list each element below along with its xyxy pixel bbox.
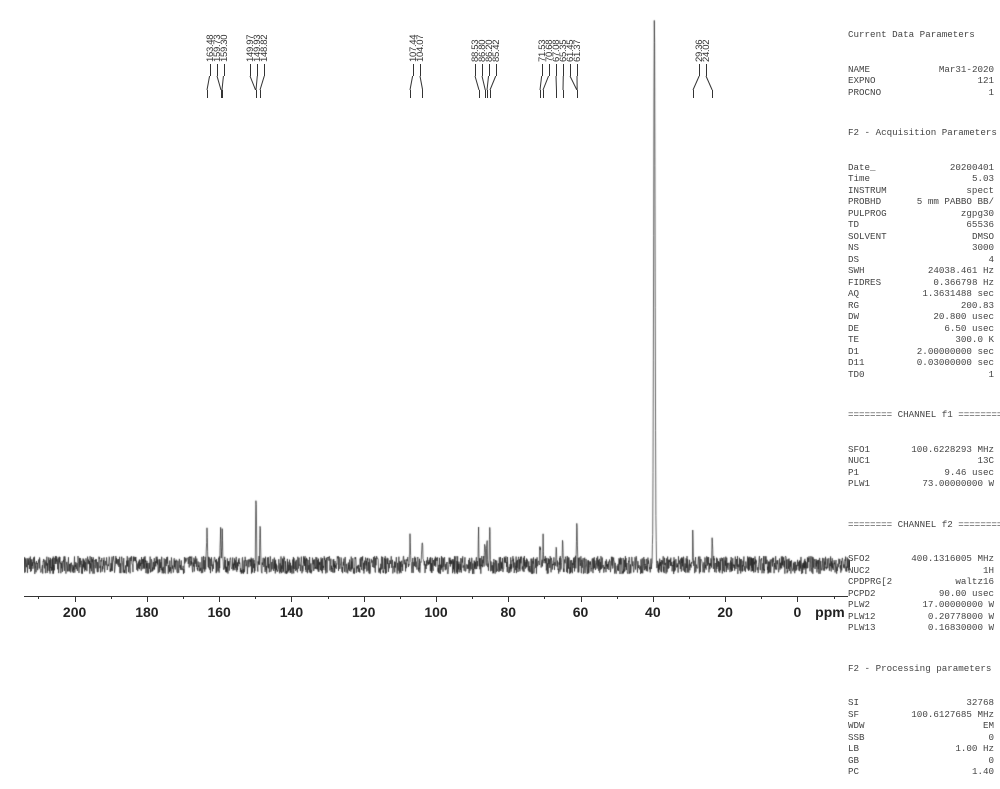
param-row: PULPROGzgpg30: [848, 208, 994, 220]
x-axis-ticks: 200180160140120100806040200ppm: [24, 596, 848, 610]
param-row: SSB0: [848, 732, 994, 744]
param-row: PLW130.16830000 W: [848, 622, 994, 634]
param-row: P19.46 usec: [848, 467, 994, 479]
param-row: RG200.83: [848, 300, 994, 312]
section-current-body: NAMEMar31-2020EXPNO121PROCNO1: [848, 64, 994, 99]
param-row: DE6.50 usec: [848, 323, 994, 335]
param-row: AQ1.3631488 sec: [848, 288, 994, 300]
section-acq-title: F2 - Acquisition Parameters: [848, 127, 994, 139]
param-row: Time5.03: [848, 173, 994, 185]
parameter-panel: Current Data Parameters NAMEMar31-2020EX…: [848, 6, 994, 789]
param-row: TD65536: [848, 219, 994, 231]
param-row: PROBHD5 mm PABBO BB/: [848, 196, 994, 208]
param-row: CPDPRG[2waltz16: [848, 576, 994, 588]
axis-tick-label: 120: [352, 604, 375, 620]
axis-tick-label: 60: [573, 604, 589, 620]
nmr-spectrum-canvas: [24, 10, 850, 610]
param-row: INSTRUMspect: [848, 185, 994, 197]
param-row: NUC113C: [848, 455, 994, 467]
param-row: SF100.6127685 MHz: [848, 709, 994, 721]
axis-tick-label: 40: [645, 604, 661, 620]
param-row: PROCNO1: [848, 87, 994, 99]
param-row: PCPD290.00 usec: [848, 588, 994, 600]
param-row: NS3000: [848, 242, 994, 254]
param-row: WDWEM: [848, 720, 994, 732]
axis-tick-label: 200: [63, 604, 86, 620]
axis-tick-label: 80: [500, 604, 516, 620]
axis-tick-label: 20: [717, 604, 733, 620]
param-row: EXPNO121: [848, 75, 994, 87]
param-row: SWH24038.461 Hz: [848, 265, 994, 277]
param-row: PC1.40: [848, 766, 994, 778]
param-row: DW20.800 usec: [848, 311, 994, 323]
param-row: NAMEMar31-2020: [848, 64, 994, 76]
section-ch1-title: ======== CHANNEL f1 ========: [848, 409, 994, 421]
axis-tick-label: 100: [424, 604, 447, 620]
param-row: FIDRES0.366798 Hz: [848, 277, 994, 289]
param-row: TD01: [848, 369, 994, 381]
param-row: Date_20200401: [848, 162, 994, 174]
param-row: SOLVENTDMSO: [848, 231, 994, 243]
param-row: SFO1100.6228293 MHz: [848, 444, 994, 456]
param-row: GB0: [848, 755, 994, 767]
param-row: PLW173.00000000 W: [848, 478, 994, 490]
param-row: PLW217.00000000 W: [848, 599, 994, 611]
axis-tick-label: 160: [207, 604, 230, 620]
axis-tick-label: 180: [135, 604, 158, 620]
param-row: D110.03000000 sec: [848, 357, 994, 369]
section-proc-title: F2 - Processing parameters: [848, 663, 994, 675]
axis-tick-label: 0: [793, 604, 801, 620]
param-row: D12.00000000 sec: [848, 346, 994, 358]
param-row: LB1.00 Hz: [848, 743, 994, 755]
axis-unit-label: ppm: [815, 604, 845, 620]
param-row: PLW120.20778000 W: [848, 611, 994, 623]
section-current-title: Current Data Parameters: [848, 29, 994, 41]
param-row: DS4: [848, 254, 994, 266]
param-row: TE300.0 K: [848, 334, 994, 346]
section-ch1-body: SFO1100.6228293 MHzNUC113CP19.46 usecPLW…: [848, 444, 994, 490]
section-acq-body: Date_20200401Time5.03INSTRUMspectPROBHD5…: [848, 162, 994, 381]
section-ch2-body: SFO2400.1316005 MHzNUC21HCPDPRG[2waltz16…: [848, 553, 994, 634]
param-row: SI32768: [848, 697, 994, 709]
param-row: SFO2400.1316005 MHz: [848, 553, 994, 565]
section-proc-body: SI32768SF100.6127685 MHzWDWEMSSB0LB1.00 …: [848, 697, 994, 778]
param-row: NUC21H: [848, 565, 994, 577]
axis-tick-label: 140: [280, 604, 303, 620]
section-ch2-title: ======== CHANNEL f2 ========: [848, 519, 994, 531]
